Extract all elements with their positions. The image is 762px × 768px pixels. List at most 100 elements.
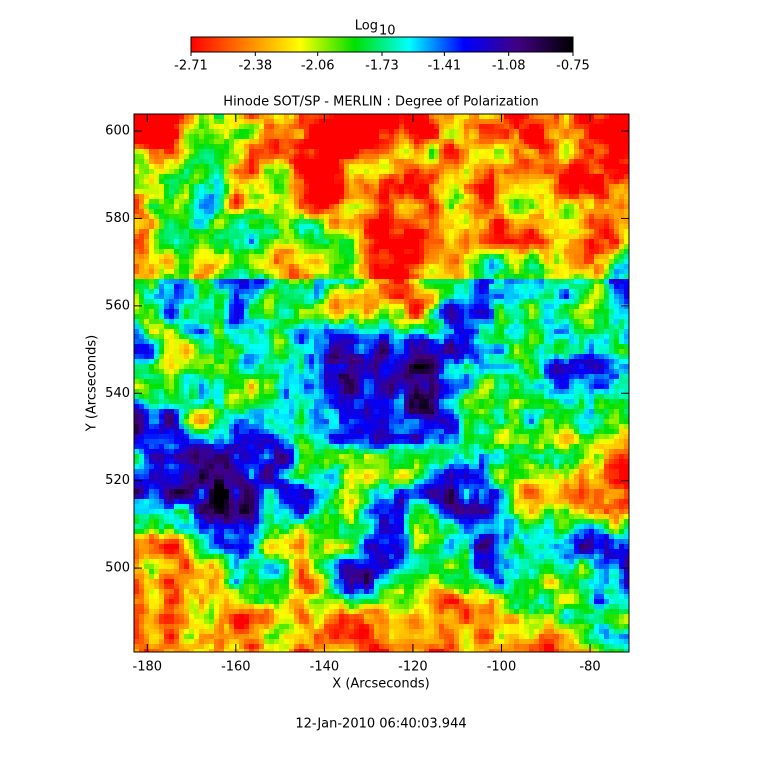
image-pixel: [314, 214, 319, 219]
image-pixel: [229, 204, 234, 209]
image-pixel: [259, 124, 264, 129]
image-pixel: [319, 144, 324, 149]
image-pixel: [159, 324, 164, 329]
image-pixel: [534, 359, 539, 364]
image-pixel: [574, 269, 579, 274]
image-pixel: [524, 209, 529, 214]
image-pixel: [469, 174, 474, 179]
image-pixel: [289, 329, 294, 334]
image-pixel: [169, 139, 174, 144]
image-pixel: [299, 139, 304, 144]
image-pixel: [534, 219, 539, 224]
image-pixel: [539, 259, 544, 264]
image-pixel: [234, 259, 239, 264]
image-pixel: [234, 184, 239, 189]
image-pixel: [374, 189, 379, 194]
image-pixel: [389, 334, 394, 339]
image-pixel: [414, 234, 419, 239]
image-pixel: [289, 129, 294, 134]
image-pixel: [329, 249, 334, 254]
image-pixel: [324, 209, 329, 214]
image-pixel: [229, 119, 234, 124]
image-pixel: [179, 134, 184, 139]
image-pixel: [524, 304, 529, 309]
image-pixel: [229, 284, 234, 289]
image-pixel: [604, 289, 609, 294]
image-pixel: [144, 294, 149, 299]
image-pixel: [224, 264, 229, 269]
image-pixel: [199, 289, 204, 294]
image-pixel: [424, 154, 429, 159]
image-pixel: [134, 179, 139, 184]
image-pixel: [364, 174, 369, 179]
image-pixel: [614, 314, 619, 319]
image-pixel: [359, 154, 364, 159]
image-pixel: [179, 129, 184, 134]
image-pixel: [289, 139, 294, 144]
image-pixel: [624, 289, 629, 294]
image-pixel: [139, 299, 144, 304]
image-pixel: [324, 284, 329, 289]
image-pixel: [409, 329, 414, 334]
image-pixel: [244, 284, 249, 289]
image-pixel: [304, 174, 309, 179]
image-pixel: [344, 284, 349, 289]
image-pixel: [274, 364, 279, 369]
image-pixel: [234, 234, 239, 239]
image-pixel: [429, 314, 434, 319]
image-pixel: [514, 349, 519, 354]
image-pixel: [339, 329, 344, 334]
image-pixel: [479, 224, 484, 229]
image-pixel: [619, 184, 624, 189]
image-pixel: [179, 174, 184, 179]
image-pixel: [384, 319, 389, 324]
image-pixel: [519, 294, 524, 299]
image-pixel: [544, 144, 549, 149]
image-pixel: [519, 339, 524, 344]
image-pixel: [469, 259, 474, 264]
image-pixel: [174, 239, 179, 244]
image-pixel: [364, 149, 369, 154]
image-pixel: [254, 269, 259, 274]
image-pixel: [504, 289, 509, 294]
image-pixel: [299, 309, 304, 314]
image-pixel: [509, 189, 514, 194]
image-pixel: [584, 184, 589, 189]
image-pixel: [294, 144, 299, 149]
image-pixel: [269, 364, 274, 369]
image-pixel: [624, 254, 629, 259]
image-pixel: [309, 284, 314, 289]
image-pixel: [504, 244, 509, 249]
image-pixel: [364, 249, 369, 254]
image-pixel: [414, 174, 419, 179]
image-pixel: [209, 189, 214, 194]
image-pixel: [159, 264, 164, 269]
image-pixel: [469, 214, 474, 219]
image-pixel: [274, 304, 279, 309]
image-pixel: [619, 154, 624, 159]
image-pixel: [379, 149, 384, 154]
image-pixel: [354, 259, 359, 264]
image-pixel: [434, 269, 439, 274]
image-pixel: [609, 319, 614, 324]
image-pixel: [479, 144, 484, 149]
image-pixel: [204, 149, 209, 154]
image-pixel: [274, 259, 279, 264]
image-pixel: [199, 174, 204, 179]
image-pixel: [439, 229, 444, 234]
image-pixel: [509, 164, 514, 169]
image-pixel: [589, 309, 594, 314]
image-pixel: [279, 249, 284, 254]
image-pixel: [184, 199, 189, 204]
image-pixel: [549, 199, 554, 204]
image-pixel: [244, 129, 249, 134]
image-pixel: [484, 134, 489, 139]
image-pixel: [174, 154, 179, 159]
image-pixel: [469, 354, 474, 359]
image-pixel: [429, 234, 434, 239]
image-pixel: [574, 319, 579, 324]
image-pixel: [159, 119, 164, 124]
image-pixel: [469, 299, 474, 304]
image-pixel: [284, 319, 289, 324]
image-pixel: [524, 139, 529, 144]
